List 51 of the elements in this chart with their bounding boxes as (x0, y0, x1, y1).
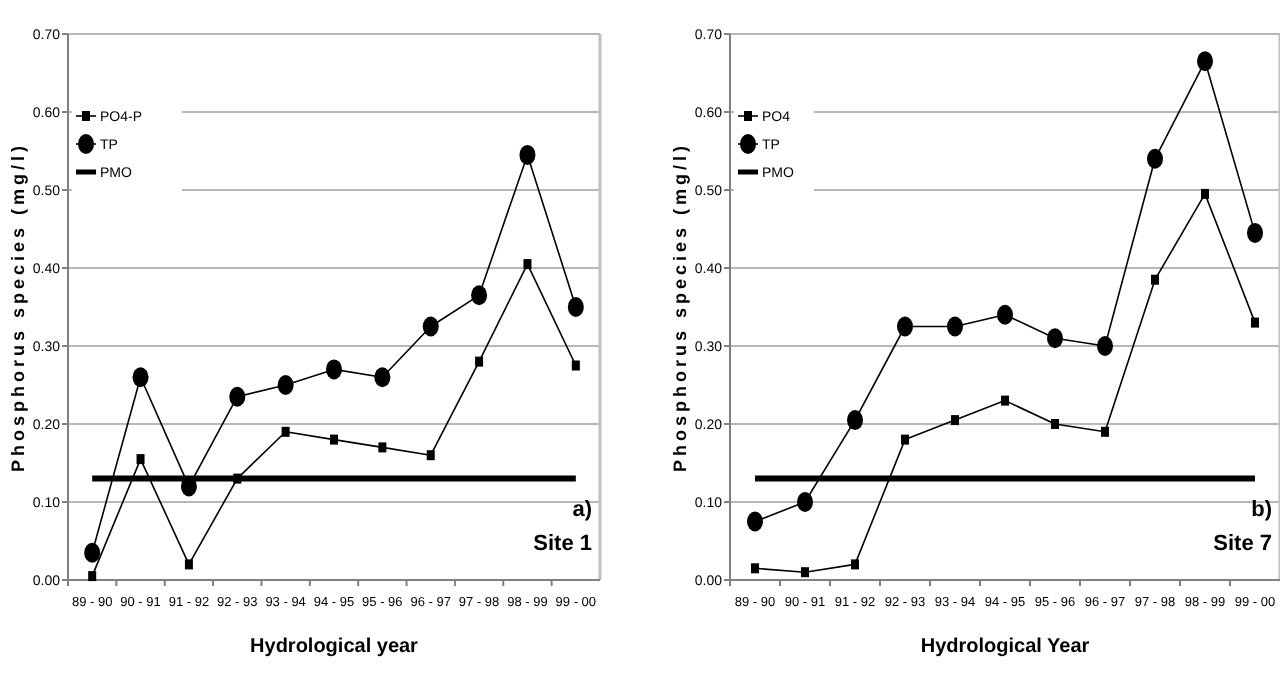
point (951, 415, 959, 426)
annotation: Site 1 (533, 532, 592, 556)
point (1047, 328, 1063, 349)
point (1147, 148, 1163, 169)
point (1151, 274, 1159, 285)
point (947, 316, 963, 337)
point (1197, 51, 1213, 72)
point (1051, 419, 1059, 429)
point (422, 316, 439, 337)
point (1097, 336, 1113, 356)
point (1001, 395, 1009, 406)
point (281, 426, 290, 437)
point (851, 559, 859, 570)
point (747, 511, 763, 532)
annotation: Site 7 (1213, 532, 1272, 556)
point (1251, 317, 1259, 328)
point (567, 297, 584, 317)
point (277, 375, 294, 395)
point (132, 367, 149, 388)
point (136, 454, 145, 465)
point (1101, 426, 1109, 437)
point (233, 473, 242, 484)
point (475, 356, 484, 367)
point (326, 359, 342, 380)
point (330, 434, 338, 445)
point (519, 144, 536, 165)
annotation: b) (1251, 498, 1273, 522)
point (1247, 222, 1263, 243)
point (751, 563, 759, 574)
point (523, 259, 532, 270)
point (229, 386, 246, 407)
y-axis-title: Phosphorus species (mg/l) (670, 141, 690, 473)
point (374, 367, 391, 388)
point (997, 304, 1013, 325)
x-axis-title: Hydrological year (250, 636, 419, 658)
y-axis-title: Phosphorus species (mg/l) (8, 141, 28, 473)
point (897, 316, 913, 337)
point (88, 571, 97, 582)
point (1201, 188, 1209, 199)
point (378, 442, 387, 453)
point (184, 559, 193, 570)
point (847, 410, 863, 431)
point (571, 360, 580, 371)
point (84, 542, 101, 563)
x-axis-title: Hydrological Year (920, 636, 1090, 658)
annotation: a) (572, 498, 593, 522)
point (801, 567, 809, 578)
point (901, 434, 909, 445)
point (471, 285, 488, 306)
point (426, 450, 435, 461)
point (797, 492, 813, 512)
